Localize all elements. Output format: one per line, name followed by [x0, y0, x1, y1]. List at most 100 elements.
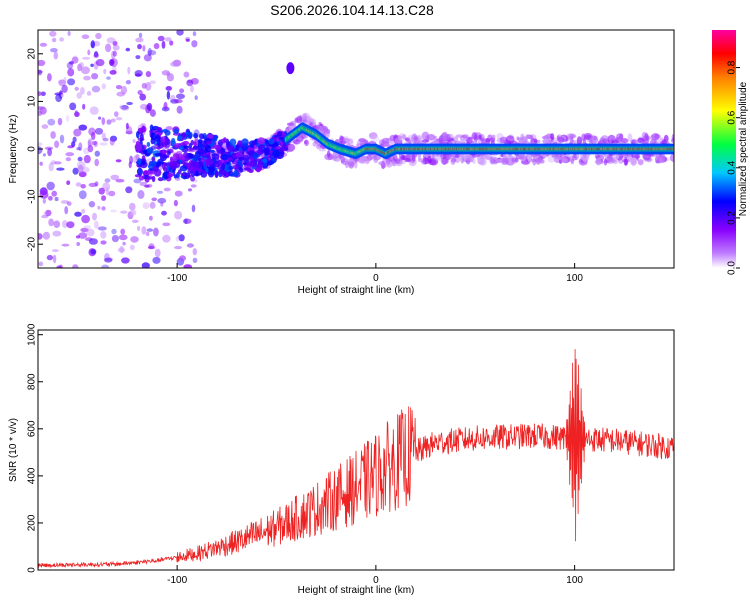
snr-series-line [38, 349, 674, 569]
signal-cell [248, 169, 254, 173]
noise-cell [505, 135, 515, 144]
noise-cell [106, 37, 116, 44]
signal-cell [242, 154, 250, 162]
noise-cell [131, 219, 139, 223]
noise-cell [174, 245, 182, 250]
signal-cell [233, 170, 239, 177]
noise-cell [106, 76, 111, 80]
signal-cell [252, 152, 258, 160]
noise-cell [471, 140, 474, 144]
noise-cell [101, 206, 106, 211]
signal-cell [208, 166, 216, 172]
noise-cell [630, 157, 638, 166]
noise-cell [88, 201, 96, 208]
noise-cell [421, 159, 426, 165]
noise-cell [515, 157, 519, 163]
noise-cell [41, 124, 49, 129]
signal-cell [210, 149, 215, 154]
noise-cell [145, 82, 152, 91]
noise-cell [54, 140, 60, 149]
signal-cell [183, 151, 189, 158]
noise-cell [137, 90, 143, 95]
noise-cell [149, 80, 156, 84]
noise-cell [81, 66, 90, 75]
colorbar-label: Normalized spectral amplitude [738, 81, 749, 216]
y-tick-label: -20 [27, 237, 38, 252]
x-tick-label: 0 [373, 575, 379, 586]
signal-cell [279, 141, 284, 146]
signal-cell [218, 169, 227, 175]
noise-cell [637, 139, 644, 144]
noise-cell [527, 154, 532, 163]
signal-cell [235, 144, 240, 151]
noise-cell [151, 197, 157, 202]
x-tick-label: 100 [566, 575, 583, 586]
noise-cell [656, 158, 660, 163]
noise-cell [560, 157, 568, 163]
signal-cell [263, 147, 270, 154]
noise-cell [80, 184, 86, 189]
noise-cell [178, 234, 185, 242]
x-tick-label: -100 [167, 575, 187, 586]
noise-cell [401, 154, 406, 160]
noise-cell [52, 249, 59, 253]
noise-cell [425, 159, 433, 164]
noise-cell [134, 73, 142, 77]
noise-cell [74, 211, 82, 217]
noise-cell [125, 186, 133, 194]
signal-cell [204, 144, 212, 153]
noise-cell [91, 73, 99, 80]
noise-cell [671, 138, 674, 143]
noise-cell [192, 257, 198, 263]
signal-cell [150, 132, 157, 141]
signal-cell [192, 162, 201, 169]
signal-cell [192, 145, 200, 150]
noise-cell [86, 91, 92, 96]
noise-cell [500, 153, 504, 158]
noise-cell [370, 135, 380, 142]
noise-cell [54, 161, 62, 165]
noise-cell [491, 134, 496, 140]
noise-cell [64, 206, 69, 215]
noise-cell [88, 238, 98, 245]
noise-cell [77, 164, 84, 174]
noise-cell [162, 234, 171, 243]
noise-cell [642, 152, 652, 161]
noise-cell [176, 93, 185, 100]
noise-cell [88, 182, 98, 187]
signal-cell [214, 170, 219, 179]
noise-cell [348, 158, 354, 163]
colorbar-tick-label: 0.0 [727, 261, 738, 275]
noise-cell [149, 201, 156, 209]
noise-cell [76, 147, 81, 151]
y-tick-label: 800 [27, 373, 38, 390]
noise-cell [556, 135, 560, 141]
noise-cell [650, 134, 654, 141]
signal-cell [138, 175, 145, 181]
noise-cell [404, 137, 410, 142]
noise-cell [569, 137, 574, 144]
noise-cell [97, 205, 101, 210]
signal-cell [157, 177, 164, 182]
noise-cell [612, 157, 619, 165]
noise-cell [152, 256, 161, 264]
noise-cell [94, 220, 99, 229]
colorbar-tick-label: 0.2 [727, 211, 738, 225]
noise-cell [460, 153, 469, 160]
y-tick-label: 200 [27, 514, 38, 531]
signal-cell [262, 163, 268, 167]
noise-cell [60, 93, 65, 98]
noise-cell [89, 106, 99, 115]
noise-cell [174, 210, 183, 220]
colorbar: 0.0 0.2 0.4 0.6 0.8 Normalized spectral ampl… [712, 30, 749, 275]
signal-cell [173, 128, 179, 135]
noise-cell [65, 114, 70, 122]
noise-cell [179, 88, 185, 94]
noise-cell [81, 208, 86, 214]
noise-cell [98, 187, 105, 195]
y-tick-label: -10 [27, 189, 38, 204]
noise-cell [344, 160, 350, 169]
noise-cell [39, 190, 49, 199]
x-tick-label: 0 [373, 273, 379, 284]
